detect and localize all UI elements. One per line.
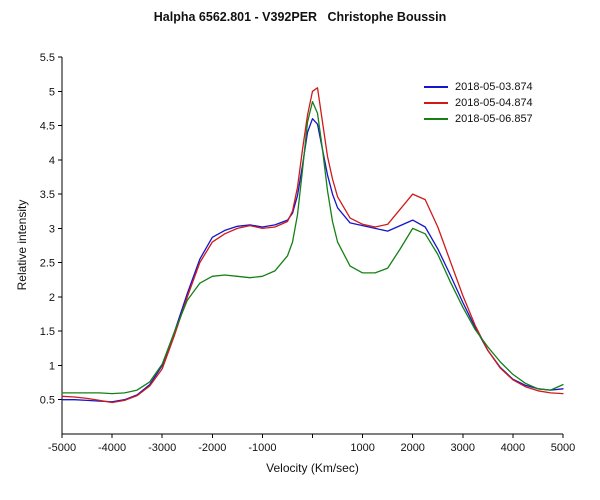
y-tick-label: 3 [49, 223, 55, 235]
legend-label: 2018-05-03.874 [455, 81, 533, 93]
chart-title: Halpha 6562.801 - V392PER Christophe Bou… [153, 10, 447, 24]
legend-swatch [424, 118, 448, 120]
x-tick-label: -4000 [98, 442, 126, 454]
x-tick-label: -3000 [148, 442, 176, 454]
x-tick-label: -2000 [198, 442, 226, 454]
y-tick-label: 3.5 [40, 189, 55, 201]
legend: 2018-05-03.874 2018-05-04.874 2018-05-06.8… [424, 79, 533, 127]
y-tick-label: 5 [49, 86, 55, 98]
series-line-2018-05-03.874 [61, 118, 564, 403]
x-tick-label: -5000 [48, 442, 76, 454]
legend-label: 2018-05-06.857 [455, 113, 533, 125]
x-tick-label: 3000 [451, 442, 475, 454]
x-tick-label: 4000 [501, 442, 525, 454]
legend-item: 2018-05-03.874 [424, 79, 533, 95]
y-tick-label: 4.5 [40, 121, 55, 133]
legend-label: 2018-05-04.874 [455, 97, 533, 109]
x-axis-label: Velocity (Km/sec) [266, 461, 359, 475]
y-tick-label: 5.5 [40, 52, 55, 64]
x-tick-label: -1000 [248, 442, 276, 454]
legend-swatch [424, 102, 448, 104]
x-tick-label: 1000 [350, 442, 374, 454]
y-tick-label: 1.5 [40, 326, 55, 338]
y-tick-label: 4 [49, 155, 55, 167]
x-tick-label: 2000 [400, 442, 424, 454]
y-tick-label: 1 [49, 360, 55, 372]
legend-item: 2018-05-06.857 [424, 111, 533, 127]
y-tick-label: 0.5 [40, 395, 55, 407]
series-line-2018-05-06.857 [61, 100, 564, 395]
legend-swatch [424, 86, 448, 88]
y-tick-label: 2 [49, 292, 55, 304]
y-tick-label: 2.5 [40, 258, 55, 270]
series-line-2018-05-04.874 [61, 87, 564, 404]
legend-item: 2018-05-04.874 [424, 95, 533, 111]
x-tick-label: 5000 [551, 442, 575, 454]
